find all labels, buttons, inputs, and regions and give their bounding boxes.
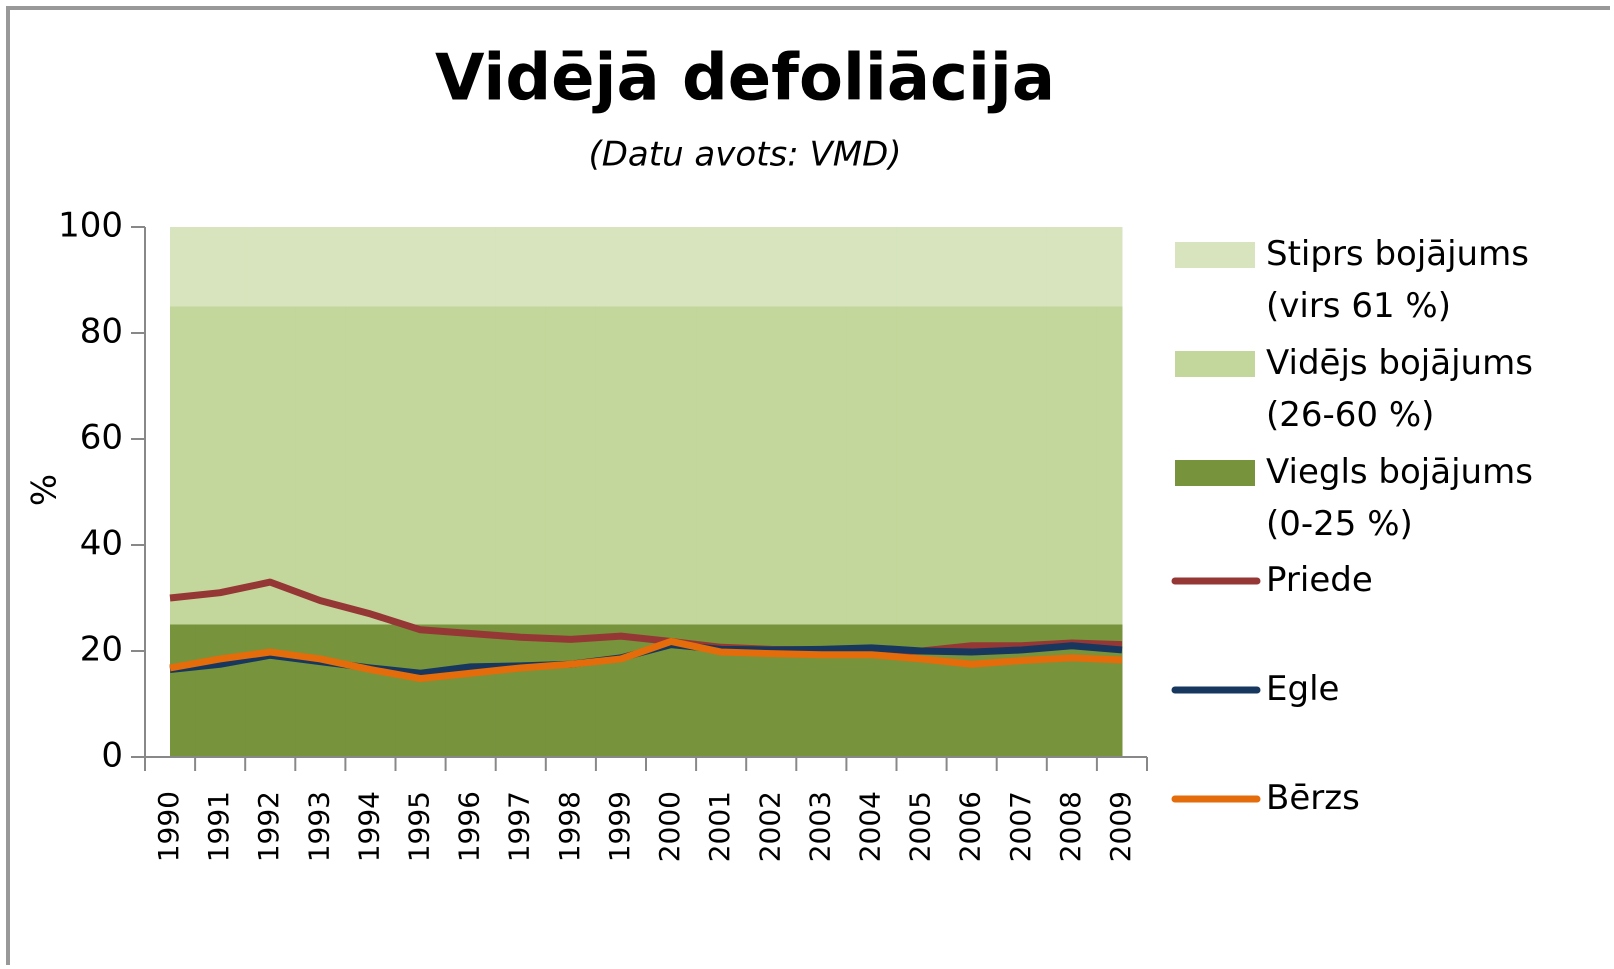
area-segment <box>495 227 547 307</box>
x-tick-label: 2006 <box>954 791 987 862</box>
x-tick-label: 1998 <box>553 791 586 862</box>
x-tick-label: 1993 <box>302 791 335 862</box>
y-tick-label: 60 <box>80 418 123 458</box>
legend-swatch <box>1175 460 1255 486</box>
legend-swatch <box>1175 242 1255 268</box>
y-tick-label: 100 <box>58 206 123 246</box>
area-segment <box>345 306 396 625</box>
x-tick-label: 1997 <box>503 791 536 862</box>
x-tick-label: 2000 <box>653 791 686 862</box>
area-segment <box>646 227 697 307</box>
area-segment <box>796 227 847 307</box>
area-segment <box>1096 306 1123 625</box>
frame <box>6 6 1610 965</box>
x-tick-label: 2001 <box>703 791 736 862</box>
x-tick-label: 1991 <box>202 791 235 862</box>
area-segment <box>746 624 797 757</box>
legend-label: Bērzs <box>1266 778 1360 818</box>
area-segment <box>696 306 747 625</box>
x-tick-label: 1995 <box>403 791 436 862</box>
legend-label: Egle <box>1266 669 1340 709</box>
area-segment <box>746 227 797 307</box>
area-segment <box>595 624 647 757</box>
x-tick-label: 2004 <box>853 791 886 862</box>
area-segment <box>495 624 547 757</box>
area-segment <box>445 227 497 307</box>
area-segment <box>646 306 697 625</box>
area-segment <box>696 227 747 307</box>
area-segment <box>345 624 396 757</box>
y-tick-label: 0 <box>101 736 123 776</box>
area-segment <box>545 227 597 307</box>
area-segment <box>170 624 196 757</box>
area-segment <box>395 306 447 625</box>
area-segment <box>170 227 196 307</box>
legend-label: Priede <box>1266 560 1373 600</box>
chart-title: Vidējā defoliācija <box>435 42 1055 116</box>
legend-label: Stiprs bojājums (virs 61 %) <box>1266 234 1529 326</box>
x-tick-label: 1994 <box>352 791 385 862</box>
area-segment <box>946 227 998 307</box>
line-series <box>169 578 1123 655</box>
area-segment <box>796 624 847 757</box>
y-tick-label: 20 <box>80 630 123 670</box>
area-segment <box>195 227 246 307</box>
area-segment <box>295 624 346 757</box>
y-tick-label: 40 <box>80 524 123 564</box>
area-segment <box>395 227 447 307</box>
x-tick-label: 1996 <box>453 791 486 862</box>
area-segment <box>445 306 497 625</box>
x-tick-label: 2008 <box>1054 791 1087 862</box>
legend-label: Viegls bojājums (0-25 %) <box>1266 452 1533 544</box>
area-segment <box>1046 306 1098 625</box>
area-segment <box>245 624 296 757</box>
area-segment <box>1046 227 1098 307</box>
area-segment <box>295 306 346 625</box>
area-segment <box>195 306 246 625</box>
x-tick-label: 2007 <box>1004 791 1037 862</box>
area-segment <box>896 227 948 307</box>
area-segment <box>846 306 898 625</box>
area-segment <box>595 306 647 625</box>
legend-swatch <box>1175 351 1255 377</box>
area-segment <box>395 624 447 757</box>
area-segment <box>946 306 998 625</box>
x-tick-label: 1990 <box>152 791 185 862</box>
y-tick-label: 80 <box>80 312 123 352</box>
area-segment <box>245 306 296 625</box>
x-tick-label: 1999 <box>603 791 636 862</box>
area-segment <box>245 227 296 307</box>
area-segment <box>295 227 346 307</box>
area-segment <box>996 306 1048 625</box>
y-axis-label: % <box>25 474 65 506</box>
x-tick-label: 1992 <box>252 791 285 862</box>
area-segment <box>846 227 898 307</box>
x-tick-label: 2003 <box>803 791 836 862</box>
chart-subtitle: (Datu avots: VMD) <box>588 135 901 175</box>
area-segment <box>195 624 246 757</box>
area-segment <box>170 306 196 625</box>
area-segment <box>796 306 847 625</box>
area-segment <box>1096 227 1123 307</box>
legend-label: Vidējs bojājums (26-60 %) <box>1266 343 1533 435</box>
area-segment <box>445 624 497 757</box>
area-segment <box>545 624 597 757</box>
area-segment <box>345 227 396 307</box>
area-segment <box>595 227 647 307</box>
line-series <box>169 637 1123 683</box>
area-segment <box>896 306 948 625</box>
x-tick-label: 2002 <box>753 791 786 862</box>
area-segment <box>495 306 547 625</box>
x-tick-label: 2005 <box>904 791 937 862</box>
area-segment <box>746 306 797 625</box>
area-segment <box>996 227 1048 307</box>
area-segment <box>545 306 597 625</box>
area-segment <box>896 624 948 757</box>
x-tick-label: 2009 <box>1104 791 1137 862</box>
